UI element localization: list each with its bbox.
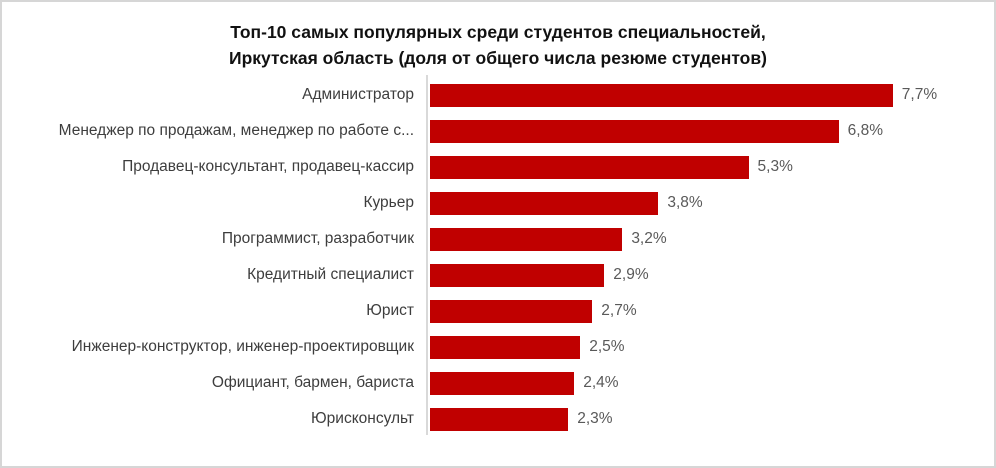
category-label: Продавец-консультант, продавец-кассир <box>122 158 414 175</box>
value-label: 2,7% <box>601 302 637 319</box>
category-label: Инженер-конструктор, инженер-проектировщ… <box>71 338 414 355</box>
category-label: Юрист <box>366 302 414 319</box>
value-label: 3,8% <box>667 194 703 211</box>
category-label: Программист, разработчик <box>221 230 414 247</box>
category-axis-line <box>426 75 428 435</box>
category-label: Менеджер по продажам, менеджер по работе… <box>58 122 414 139</box>
bar-track: 5,3% <box>427 155 994 179</box>
bar-track: 7,7% <box>427 83 994 107</box>
bar-track: 2,7% <box>427 299 994 323</box>
bar <box>430 119 839 143</box>
bar-row: Юрисконсульт 2,3% <box>2 401 994 437</box>
category-label: Официант, бармен, бариста <box>211 374 414 391</box>
bar-track: 2,9% <box>427 263 994 287</box>
value-label: 5,3% <box>757 158 793 175</box>
value-label: 2,3% <box>577 410 613 427</box>
category-label: Курьер <box>363 194 414 211</box>
bar-rows: Администратор 7,7% Менеджер по продажам, м… <box>2 77 994 437</box>
bar-row: Юрист 2,7% <box>2 293 994 329</box>
bar <box>430 263 605 287</box>
chart-title: Топ-10 самых популярных среди студентов … <box>2 19 994 71</box>
bar <box>430 191 659 215</box>
bar-row: Кредитный специалист 2,9% <box>2 257 994 293</box>
value-label: 7,7% <box>901 86 938 103</box>
bar-row: Курьер 3,8% <box>2 185 994 221</box>
bar-track: 3,2% <box>427 227 994 251</box>
category-label: Юрисконсульт <box>311 410 414 427</box>
bar <box>430 83 893 107</box>
bar <box>430 335 581 359</box>
value-label: 3,2% <box>631 230 667 247</box>
chart-title-line-2: Иркутская область (доля от общего числа … <box>229 48 767 68</box>
bar-track: 6,8% <box>427 119 994 143</box>
bar <box>430 371 575 395</box>
bar-track: 2,4% <box>427 371 994 395</box>
bar-row: Администратор 7,7% <box>2 77 994 113</box>
plot-area: Администратор 7,7% Менеджер по продажам, м… <box>2 75 994 439</box>
value-label: 2,5% <box>589 338 625 355</box>
value-label: 6,8% <box>847 122 884 139</box>
bar-track: 2,5% <box>427 335 994 359</box>
category-label: Администратор <box>302 86 414 103</box>
bar-row: Программист, разработчик 3,2% <box>2 221 994 257</box>
bar-track: 2,3% <box>427 407 994 431</box>
bar <box>430 299 593 323</box>
bar-row: Менеджер по продажам, менеджер по работе… <box>2 113 994 149</box>
value-label: 2,9% <box>613 266 649 283</box>
value-label: 2,4% <box>583 374 619 391</box>
bar-row: Официант, бармен, бариста 2,4% <box>2 365 994 401</box>
category-label: Кредитный специалист <box>247 266 414 283</box>
bar-row: Инженер-конструктор, инженер-проектировщ… <box>2 329 994 365</box>
bar <box>430 227 623 251</box>
chart-title-line-1: Топ-10 самых популярных среди студентов … <box>230 22 766 42</box>
bar-row: Продавец-консультант, продавец-кассир 5,3… <box>2 149 994 185</box>
bar-track: 3,8% <box>427 191 994 215</box>
bar <box>430 155 749 179</box>
bar <box>430 407 569 431</box>
